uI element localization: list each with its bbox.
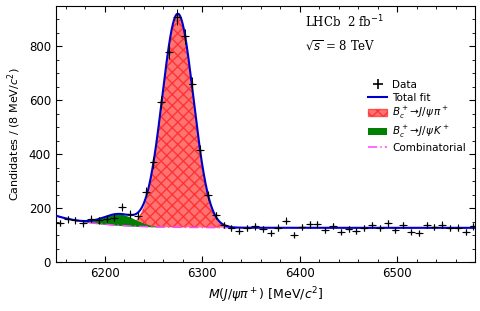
Y-axis label: Candidates / (8 MeV/$c^2$): Candidates / (8 MeV/$c^2$) (6, 67, 23, 201)
Text: $\sqrt{s}$ = 8 TeV: $\sqrt{s}$ = 8 TeV (305, 39, 375, 53)
X-axis label: $M(J/\psi\pi^+)\ [\mathrm{MeV}/c^2]$: $M(J/\psi\pi^+)\ [\mathrm{MeV}/c^2]$ (207, 286, 323, 305)
Text: LHCb  2 fb$^{-1}$: LHCb 2 fb$^{-1}$ (305, 13, 384, 30)
Legend: Data, Total fit, $B_c^+\!\to\!J/\psi\,\pi^+$, $B_c^+\!\to\!J/\psi\,K^+$, Combina: Data, Total fit, $B_c^+\!\to\!J/\psi\,\p… (368, 80, 465, 153)
